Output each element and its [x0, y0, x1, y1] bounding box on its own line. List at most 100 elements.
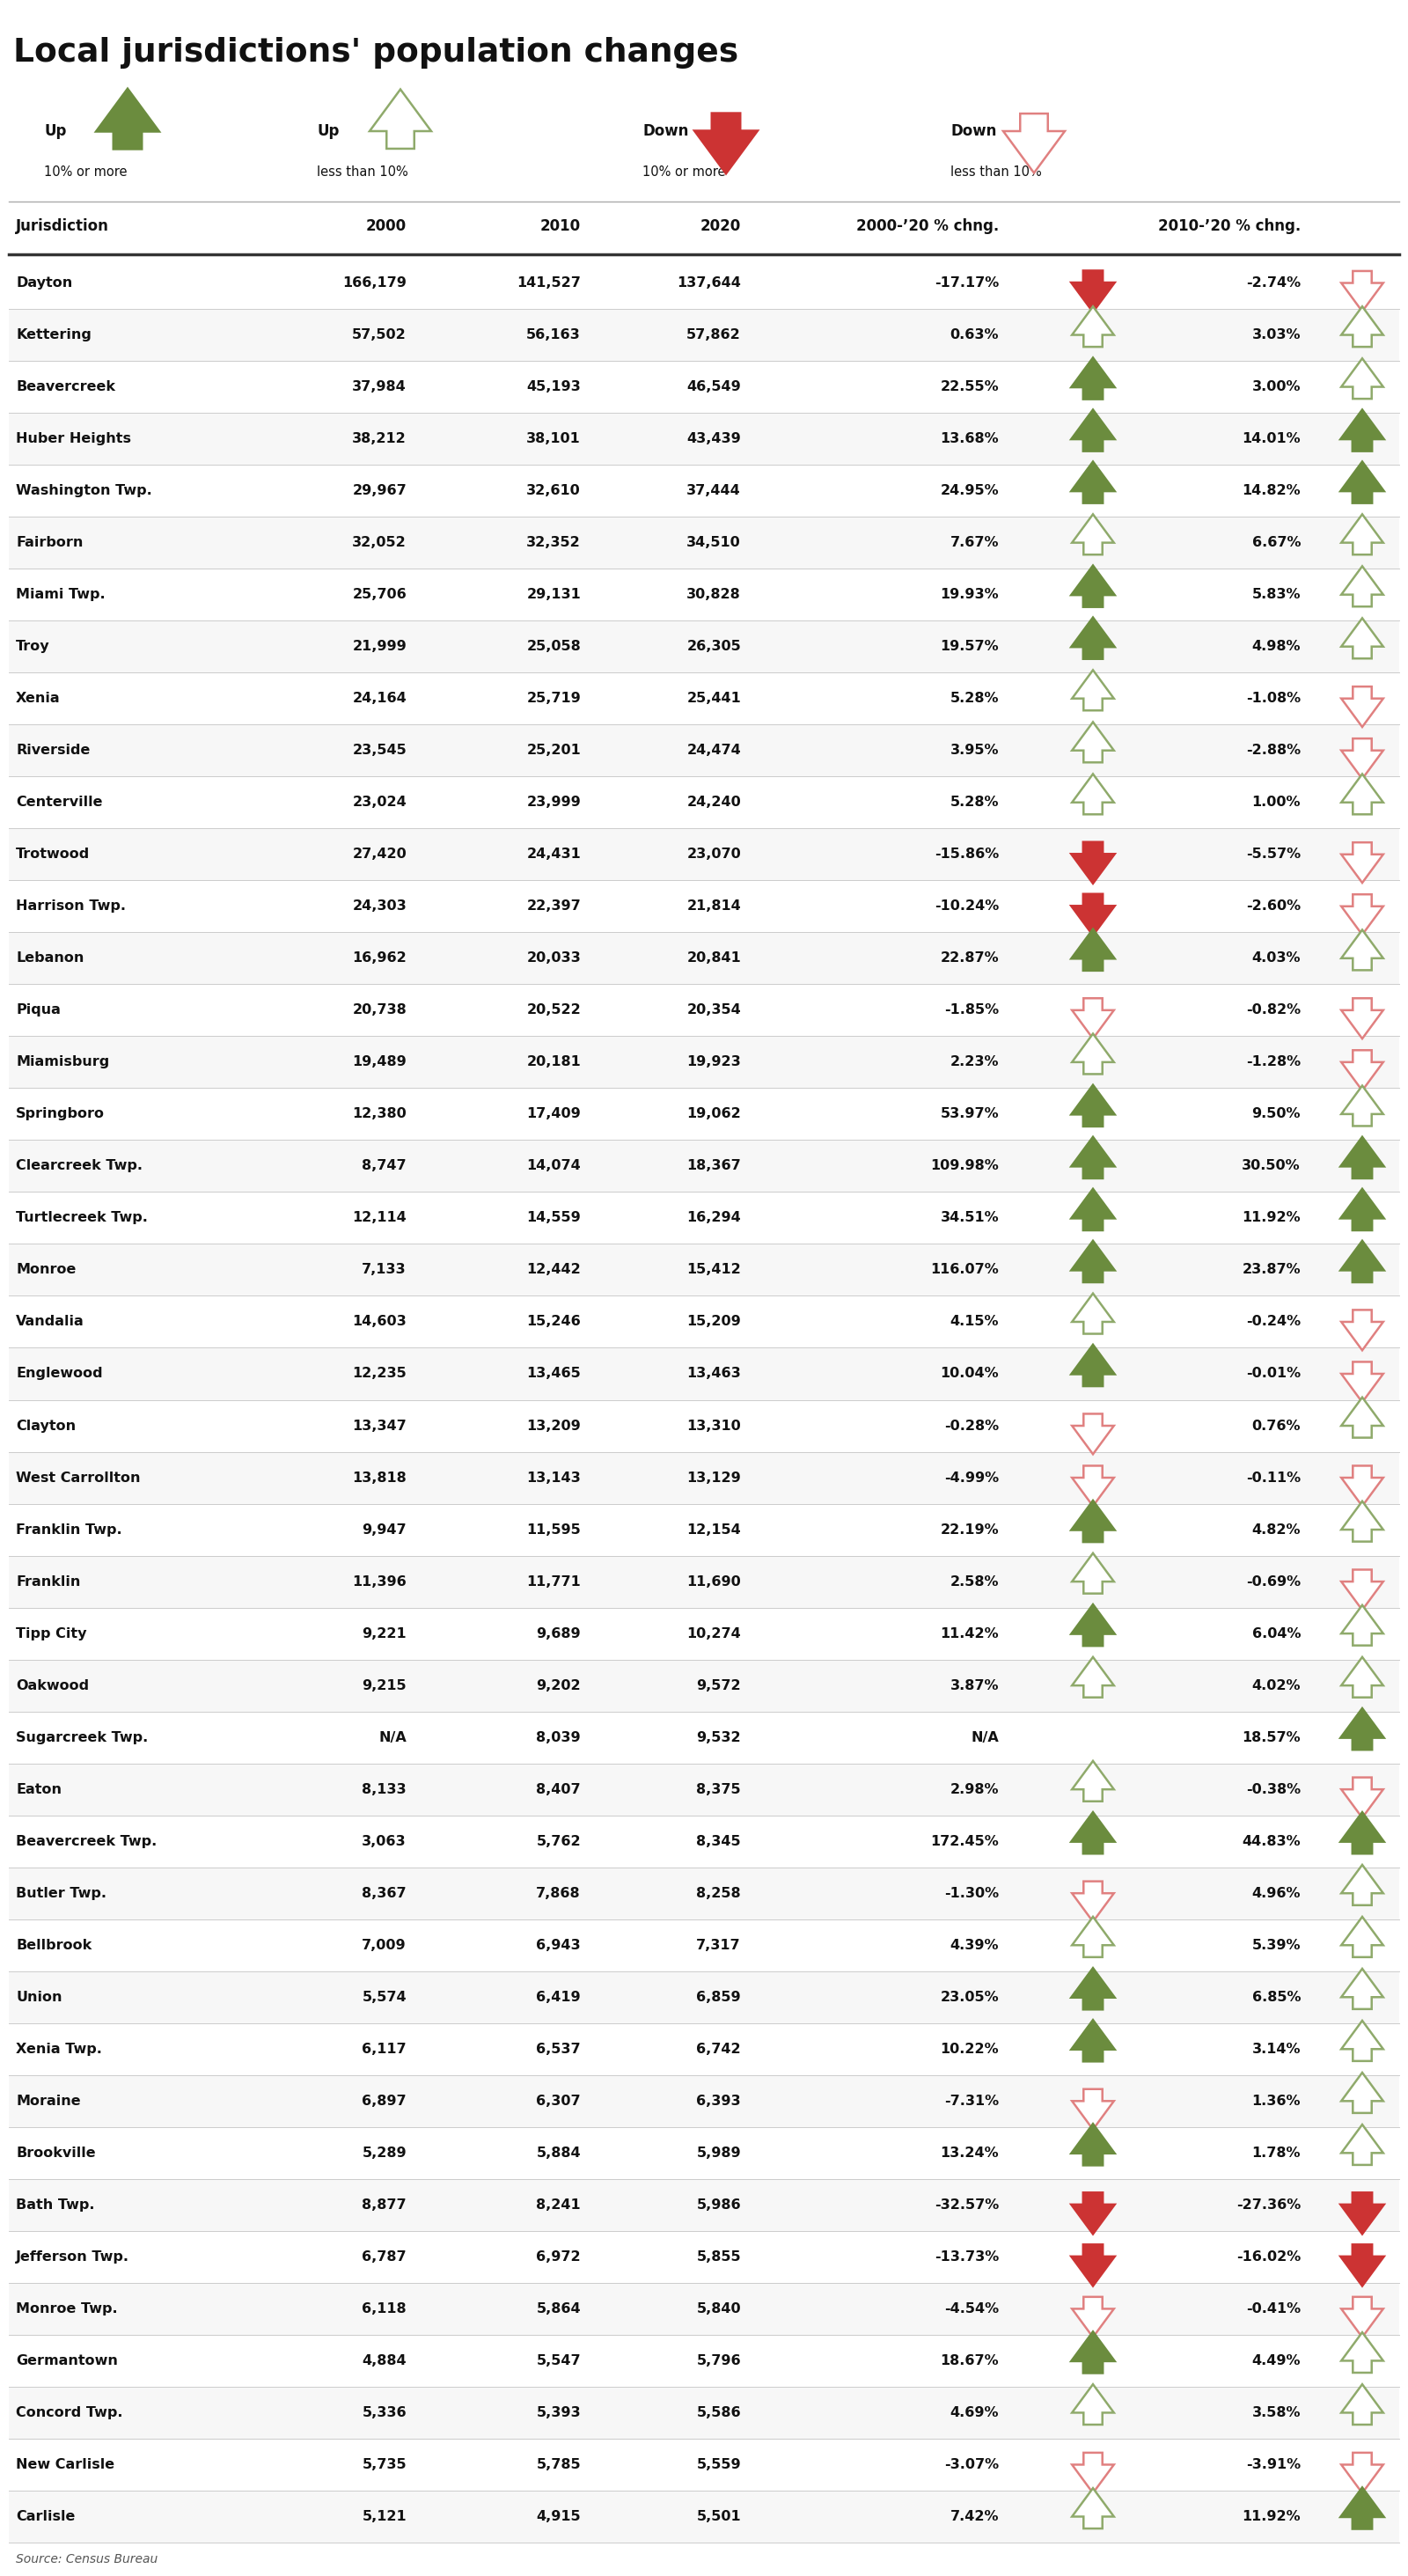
- Text: 6,787: 6,787: [362, 2251, 407, 2264]
- Text: 1.00%: 1.00%: [1252, 796, 1301, 809]
- FancyBboxPatch shape: [8, 258, 1400, 309]
- Text: Bellbrook: Bellbrook: [15, 1940, 92, 1953]
- Text: Englewood: Englewood: [15, 1368, 103, 1381]
- Text: New Carlisle: New Carlisle: [15, 2458, 114, 2470]
- Text: -3.91%: -3.91%: [1246, 2458, 1301, 2470]
- Polygon shape: [97, 90, 158, 149]
- Text: 10% or more: 10% or more: [642, 165, 725, 178]
- Text: 14.82%: 14.82%: [1242, 484, 1301, 497]
- Text: 15,209: 15,209: [687, 1316, 741, 1329]
- Text: Down: Down: [950, 124, 997, 139]
- Text: 4.82%: 4.82%: [1252, 1522, 1301, 1535]
- Text: 18.67%: 18.67%: [941, 2354, 998, 2367]
- Polygon shape: [1342, 1605, 1383, 1646]
- Text: 11,771: 11,771: [527, 1574, 582, 1589]
- Text: 3.03%: 3.03%: [1252, 327, 1301, 343]
- Text: 12,154: 12,154: [687, 1522, 741, 1535]
- Text: 4.98%: 4.98%: [1252, 639, 1301, 654]
- Text: 5,336: 5,336: [362, 2406, 407, 2419]
- Text: 24,431: 24,431: [527, 848, 582, 860]
- FancyBboxPatch shape: [8, 361, 1400, 412]
- Polygon shape: [1342, 1777, 1383, 1819]
- Text: 8,039: 8,039: [536, 1731, 582, 1744]
- FancyBboxPatch shape: [8, 881, 1400, 933]
- Text: Riverside: Riverside: [15, 744, 90, 757]
- Text: Lebanon: Lebanon: [15, 951, 84, 966]
- Text: 10.04%: 10.04%: [941, 1368, 998, 1381]
- Text: 23,024: 23,024: [352, 796, 407, 809]
- Text: Harrison Twp.: Harrison Twp.: [15, 899, 125, 912]
- Text: 34,510: 34,510: [687, 536, 741, 549]
- Text: -16.02%: -16.02%: [1236, 2251, 1301, 2264]
- Polygon shape: [1071, 567, 1114, 605]
- FancyBboxPatch shape: [8, 1607, 1400, 1659]
- Text: 30.50%: 30.50%: [1242, 1159, 1301, 1172]
- Text: 5.39%: 5.39%: [1252, 1940, 1301, 1953]
- Polygon shape: [1342, 2125, 1383, 2164]
- Text: 29,131: 29,131: [527, 587, 582, 600]
- Text: -0.41%: -0.41%: [1246, 2303, 1301, 2316]
- Text: -1.08%: -1.08%: [1246, 693, 1301, 706]
- Polygon shape: [1071, 1605, 1114, 1646]
- FancyBboxPatch shape: [8, 1816, 1400, 1868]
- Text: -2.74%: -2.74%: [1246, 276, 1301, 289]
- Text: 29,967: 29,967: [352, 484, 407, 497]
- Text: 9,221: 9,221: [362, 1628, 407, 1641]
- Text: Franklin: Franklin: [15, 1574, 80, 1589]
- Polygon shape: [1071, 618, 1114, 659]
- Text: 38,212: 38,212: [352, 433, 407, 446]
- Polygon shape: [1071, 307, 1114, 348]
- Text: -1.85%: -1.85%: [945, 1005, 998, 1018]
- Polygon shape: [1002, 113, 1064, 173]
- Polygon shape: [1342, 999, 1383, 1038]
- Text: 30,828: 30,828: [687, 587, 741, 600]
- Text: 12,114: 12,114: [352, 1211, 407, 1224]
- FancyBboxPatch shape: [8, 1453, 1400, 1504]
- Text: 8,241: 8,241: [536, 2197, 582, 2213]
- Text: 22.55%: 22.55%: [941, 381, 998, 394]
- Text: Down: Down: [642, 124, 689, 139]
- Text: 6,393: 6,393: [697, 2094, 741, 2107]
- Text: 19,489: 19,489: [352, 1056, 407, 1069]
- Text: 25,719: 25,719: [527, 693, 582, 706]
- FancyBboxPatch shape: [8, 1244, 1400, 1296]
- Polygon shape: [1342, 358, 1383, 399]
- Text: -3.07%: -3.07%: [945, 2458, 998, 2470]
- Text: 3.00%: 3.00%: [1252, 381, 1301, 394]
- Text: -2.60%: -2.60%: [1246, 899, 1301, 912]
- Text: 57,502: 57,502: [352, 327, 407, 343]
- Text: Moraine: Moraine: [15, 2094, 80, 2107]
- Text: 14,603: 14,603: [352, 1316, 407, 1329]
- Text: 4.02%: 4.02%: [1252, 1680, 1301, 1692]
- Text: 5,785: 5,785: [536, 2458, 582, 2470]
- Text: 18.57%: 18.57%: [1242, 1731, 1301, 1744]
- Text: Troy: Troy: [15, 639, 49, 654]
- Text: 6,943: 6,943: [536, 1940, 582, 1953]
- Text: 20,738: 20,738: [352, 1005, 407, 1018]
- Text: 10.22%: 10.22%: [941, 2043, 998, 2056]
- FancyBboxPatch shape: [8, 569, 1400, 621]
- Polygon shape: [1342, 739, 1383, 778]
- Text: 3.87%: 3.87%: [950, 1680, 998, 1692]
- Polygon shape: [1342, 1708, 1383, 1749]
- Text: N/A: N/A: [379, 1731, 407, 1744]
- Text: -32.57%: -32.57%: [935, 2197, 998, 2213]
- Polygon shape: [1342, 1311, 1383, 1350]
- Polygon shape: [1071, 930, 1114, 971]
- Text: Franklin Twp.: Franklin Twp.: [15, 1522, 122, 1535]
- Text: Eaton: Eaton: [15, 1783, 62, 1795]
- FancyBboxPatch shape: [8, 2334, 1400, 2388]
- Text: Turtlecreek Twp.: Turtlecreek Twp.: [15, 1211, 148, 1224]
- Polygon shape: [1342, 894, 1383, 935]
- FancyBboxPatch shape: [8, 1971, 1400, 2022]
- Text: Up: Up: [44, 124, 66, 139]
- Text: 7,317: 7,317: [697, 1940, 741, 1953]
- FancyBboxPatch shape: [8, 1087, 1400, 1141]
- Text: 17,409: 17,409: [527, 1108, 582, 1121]
- Polygon shape: [1342, 2192, 1383, 2233]
- Text: 7,133: 7,133: [362, 1262, 407, 1278]
- Text: 19,923: 19,923: [687, 1056, 741, 1069]
- Polygon shape: [1071, 894, 1114, 935]
- Text: Butler Twp.: Butler Twp.: [15, 1886, 107, 1901]
- FancyBboxPatch shape: [8, 1036, 1400, 1087]
